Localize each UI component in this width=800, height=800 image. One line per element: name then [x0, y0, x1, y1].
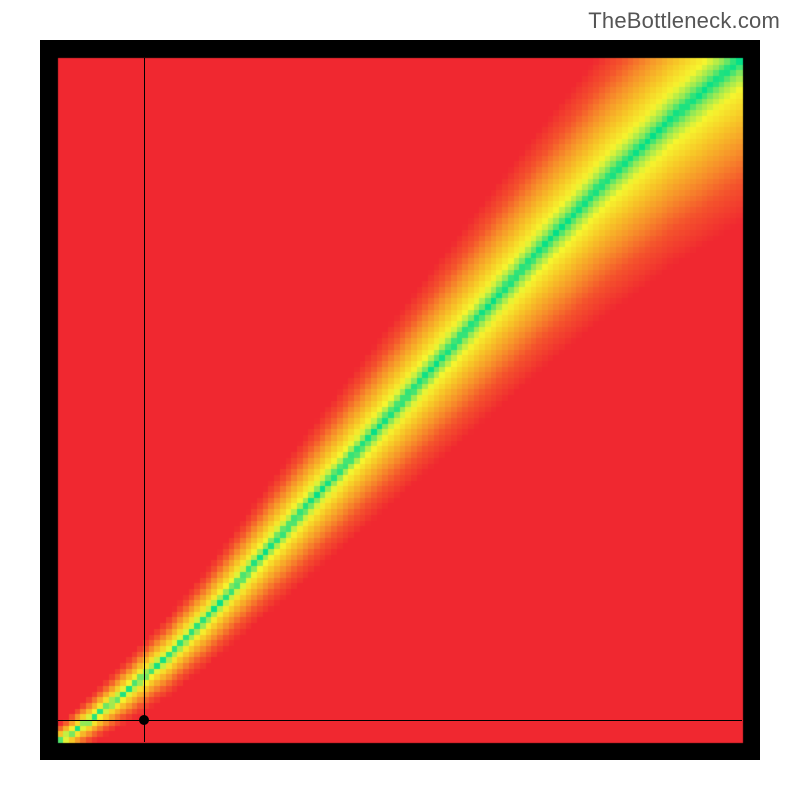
attribution-text: TheBottleneck.com — [588, 8, 780, 34]
plot-frame — [40, 40, 760, 760]
heatmap-canvas — [40, 40, 760, 760]
